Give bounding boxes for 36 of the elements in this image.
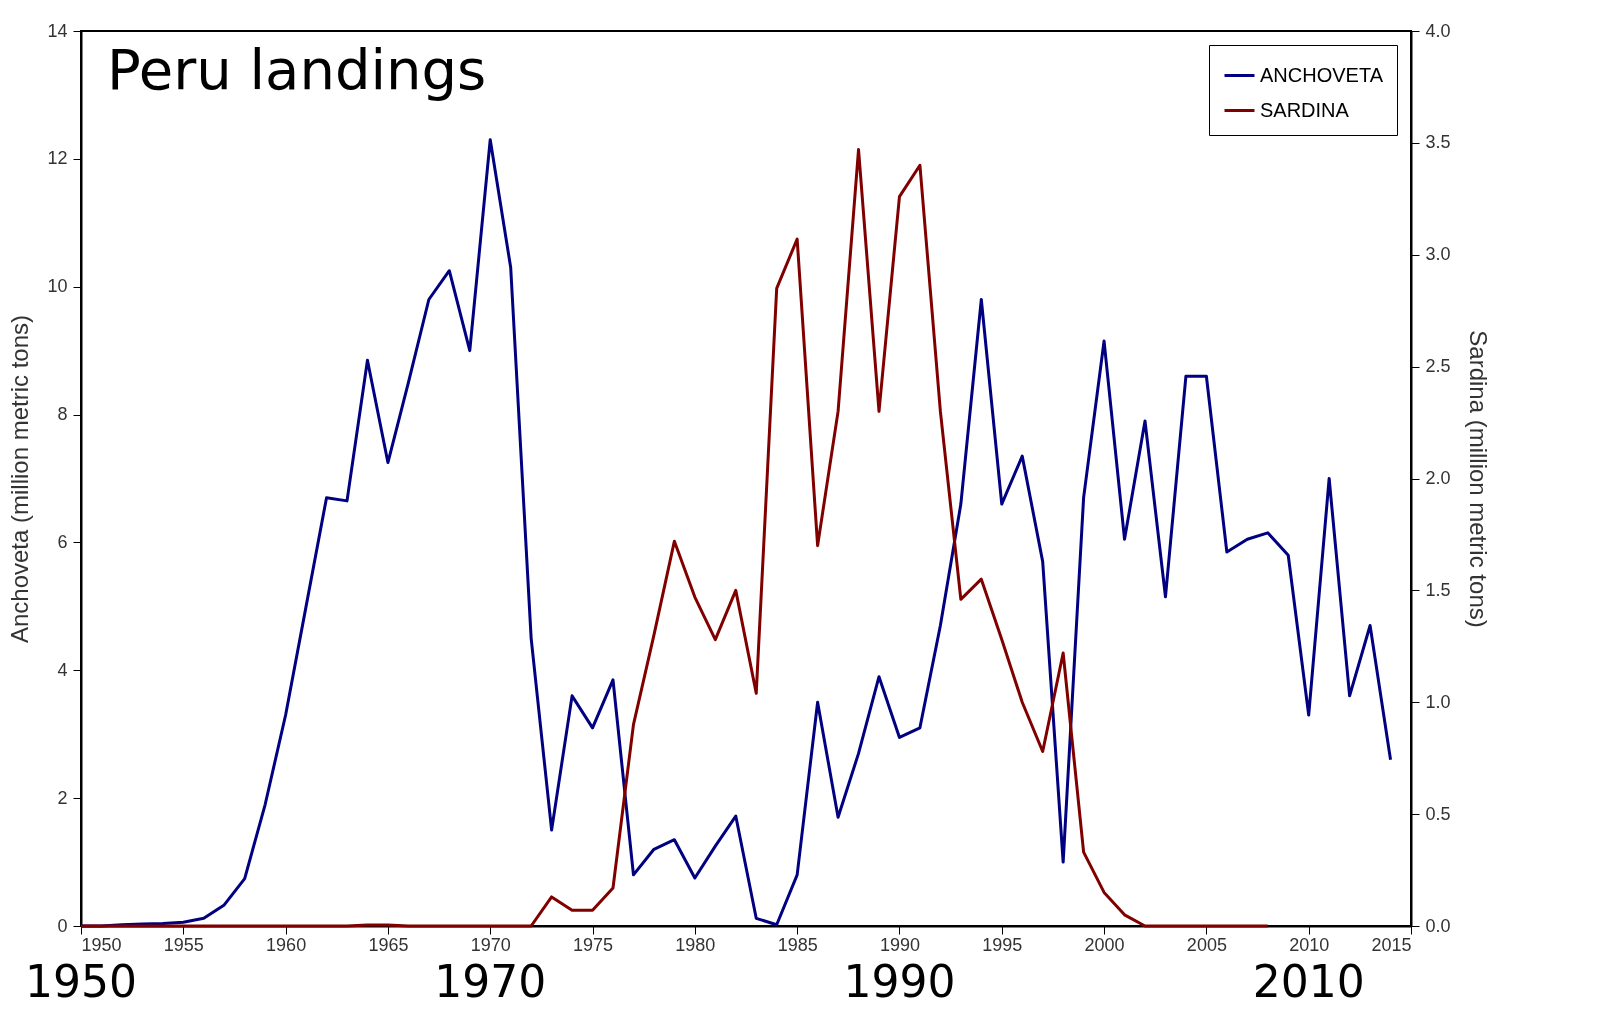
x-tick-label: 1980	[675, 934, 716, 955]
x-tick-label: 1965	[368, 934, 409, 955]
y-tick-label: 14	[47, 20, 68, 41]
y2-tick-label: 4.0	[1425, 20, 1451, 41]
y2-tick-label: 3.5	[1425, 132, 1451, 153]
y2-tick-label: 1.0	[1425, 691, 1451, 712]
y-tick-label: 4	[57, 659, 68, 680]
x-tick-label: 2015	[1371, 934, 1412, 955]
x-tick-label: 1990	[879, 934, 920, 955]
x-tick-label: 1975	[573, 934, 614, 955]
x-tick-label: 2005	[1186, 934, 1227, 955]
x-tick-label: 2010	[1289, 934, 1330, 955]
chart-title: Peru landings	[107, 37, 487, 102]
y-axis-title: Anchoveta (million metric tons)	[6, 314, 34, 644]
x-tick-label: 1970	[470, 934, 511, 955]
y2-tick-label: 1.5	[1425, 579, 1451, 600]
y-tick-label: 12	[47, 148, 68, 169]
x-tick-label: 2000	[1084, 934, 1125, 955]
y-tick-label: 8	[57, 404, 68, 425]
x-tick-label: 1955	[163, 934, 204, 955]
x-tick-label: 1995	[982, 934, 1023, 955]
y2-tick-label: 0.0	[1425, 915, 1451, 936]
y-tick-label: 10	[47, 276, 68, 297]
y2-tick-label: 2.5	[1425, 356, 1451, 377]
x-tick-label: 1950	[81, 934, 122, 955]
legend-label: SARDINA	[1260, 98, 1350, 121]
x-tick-label: 1985	[777, 934, 818, 955]
y2-tick-label: 3.0	[1425, 244, 1451, 265]
y-tick-label: 0	[57, 915, 68, 936]
y2-tick-label: 2.0	[1425, 468, 1451, 488]
y-tick-label: 6	[57, 531, 68, 552]
legend-label: ANCHOVETA	[1260, 63, 1384, 86]
y2-axis-title: Sardina (million metric tons)	[1464, 330, 1492, 628]
y-tick-label: 2	[57, 787, 68, 808]
x-tick-label: 1960	[266, 934, 307, 955]
y2-tick-label: 0.5	[1425, 803, 1451, 824]
